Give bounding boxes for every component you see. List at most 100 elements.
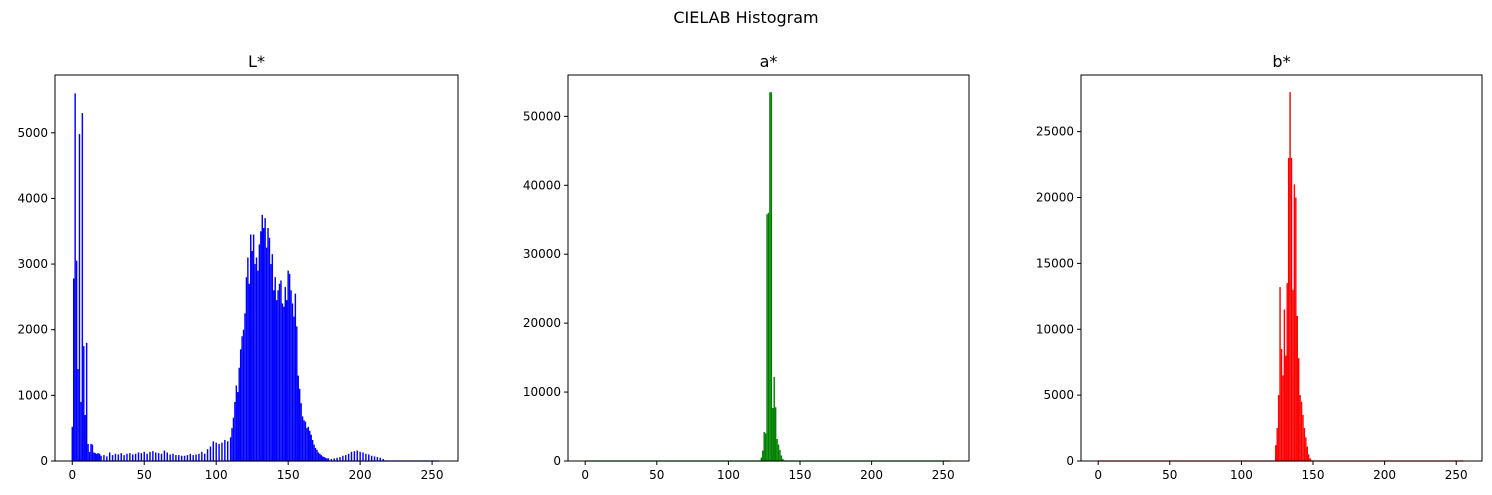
histogram-bar — [345, 455, 347, 461]
histogram-bar — [245, 277, 248, 461]
histogram-bar — [172, 453, 174, 461]
histogram-bar — [275, 300, 278, 461]
histogram-bar — [309, 430, 311, 461]
histogram-bar — [326, 458, 328, 461]
histogram-bar — [1279, 287, 1281, 461]
histogram-bar — [80, 401, 82, 461]
axes-frame — [54, 74, 459, 462]
y-tick-label: 3000 — [17, 257, 48, 271]
histogram-bar — [362, 452, 364, 461]
histogram-bar — [71, 426, 73, 461]
histogram-bar — [178, 455, 180, 461]
y-tick-label: 10000 — [523, 385, 561, 399]
histogram-bar — [1285, 355, 1287, 461]
histogram-bar — [114, 453, 117, 461]
histogram-bar — [97, 453, 99, 461]
y-tick-label: 0 — [553, 454, 561, 468]
histogram-bar — [780, 455, 783, 461]
histogram-bar — [103, 455, 105, 461]
histogram-bar — [298, 388, 301, 461]
y-tick-label: 20000 — [1036, 191, 1074, 205]
histogram-bar — [773, 376, 775, 461]
x-tick-label: 50 — [649, 468, 664, 482]
histogram-bar — [365, 453, 367, 461]
histogram-bar — [316, 449, 318, 461]
x-tick-label: 100 — [717, 468, 740, 482]
histogram-bar — [262, 227, 265, 461]
histogram-bar — [226, 441, 229, 461]
panel-b-star: 0 50 100 150 200 250 0 5000 10000 15000 20000 25000… — [1036, 52, 1483, 482]
histogram-bar — [277, 290, 279, 461]
panel-l-star: 0 50 100 150 200 250 0 1000 2000 3000 4000 5000 L* — [17, 52, 459, 482]
histogram-bar — [353, 451, 356, 461]
y-tick-label: 5000 — [1043, 388, 1074, 402]
x-tick-label: 0 — [68, 468, 76, 482]
histogram-bar — [321, 456, 324, 461]
histogram-bar — [160, 453, 163, 461]
histogram-bar — [330, 459, 333, 461]
histogram-bar — [83, 346, 85, 461]
x-tick-label: 50 — [1162, 468, 1177, 482]
histogram-bar — [1297, 358, 1300, 461]
histogram-bar — [1292, 289, 1294, 461]
histogram-bar — [180, 455, 183, 461]
panel-title: b* — [1272, 52, 1290, 71]
histogram-bar — [143, 451, 145, 461]
histogram-bar — [320, 455, 322, 461]
x-tick-label: 250 — [932, 468, 955, 482]
histogram-bar — [324, 457, 327, 461]
histogram-bar — [74, 93, 76, 461]
histogram-bar — [274, 277, 276, 461]
histogram-bar — [247, 257, 249, 461]
axes-frame — [567, 74, 970, 462]
histogram-bar — [290, 290, 292, 461]
y-tick-label: 50000 — [523, 109, 561, 123]
y-tick-label: 40000 — [523, 178, 561, 192]
histogram-bar — [77, 369, 79, 461]
histogram-bar — [268, 237, 271, 461]
histogram-bar — [206, 449, 209, 461]
histogram-bar — [1293, 184, 1296, 461]
x-tick-label: 0 — [581, 468, 589, 482]
histogram-bar — [288, 273, 291, 461]
histogram-bar — [1276, 428, 1278, 461]
histogram-bar — [777, 444, 780, 461]
histogram-bar — [81, 113, 84, 461]
histogram-bar — [91, 444, 94, 461]
histogram-bar — [106, 456, 108, 461]
x-tick-label: 200 — [349, 468, 372, 482]
histogram-bar — [87, 443, 89, 461]
histogram-bar — [294, 293, 297, 461]
histogram-bar — [132, 454, 134, 461]
histogram-bar — [261, 214, 263, 461]
histogram-bar — [258, 244, 261, 461]
a-star-bars — [760, 92, 787, 461]
histogram-bar — [72, 278, 75, 461]
histogram-bar — [774, 407, 777, 461]
histogram-bar — [760, 457, 763, 461]
histogram-bar — [254, 264, 256, 461]
histogram-bar — [155, 452, 157, 461]
histogram-bar — [149, 451, 151, 461]
histogram-bar — [339, 457, 341, 461]
histogram-bar — [1302, 414, 1304, 461]
histogram-bar — [251, 250, 253, 461]
histogram-bar — [221, 442, 223, 461]
y-tick-label: 2000 — [17, 323, 48, 337]
histogram-bar — [311, 439, 314, 461]
x-tick-label: 250 — [1445, 468, 1468, 482]
histogram-bar — [1307, 454, 1310, 461]
b-star-bars — [1275, 92, 1313, 461]
histogram-bar — [1299, 395, 1301, 461]
histogram-bar — [370, 455, 373, 461]
histogram-bar — [306, 428, 308, 461]
y-tick-label: 0 — [1066, 454, 1074, 468]
x-tick-label: 150 — [277, 468, 300, 482]
histogram-bar — [359, 451, 361, 461]
histogram-bar — [88, 451, 91, 461]
histogram-bar — [140, 453, 143, 461]
histogram-bar — [198, 453, 200, 461]
histogram-bar — [1280, 349, 1283, 461]
histogram-bar — [347, 453, 350, 461]
panel-a-star: 0 50 100 150 200 250 0 10000 20000 30000 40000 5000… — [523, 52, 970, 482]
